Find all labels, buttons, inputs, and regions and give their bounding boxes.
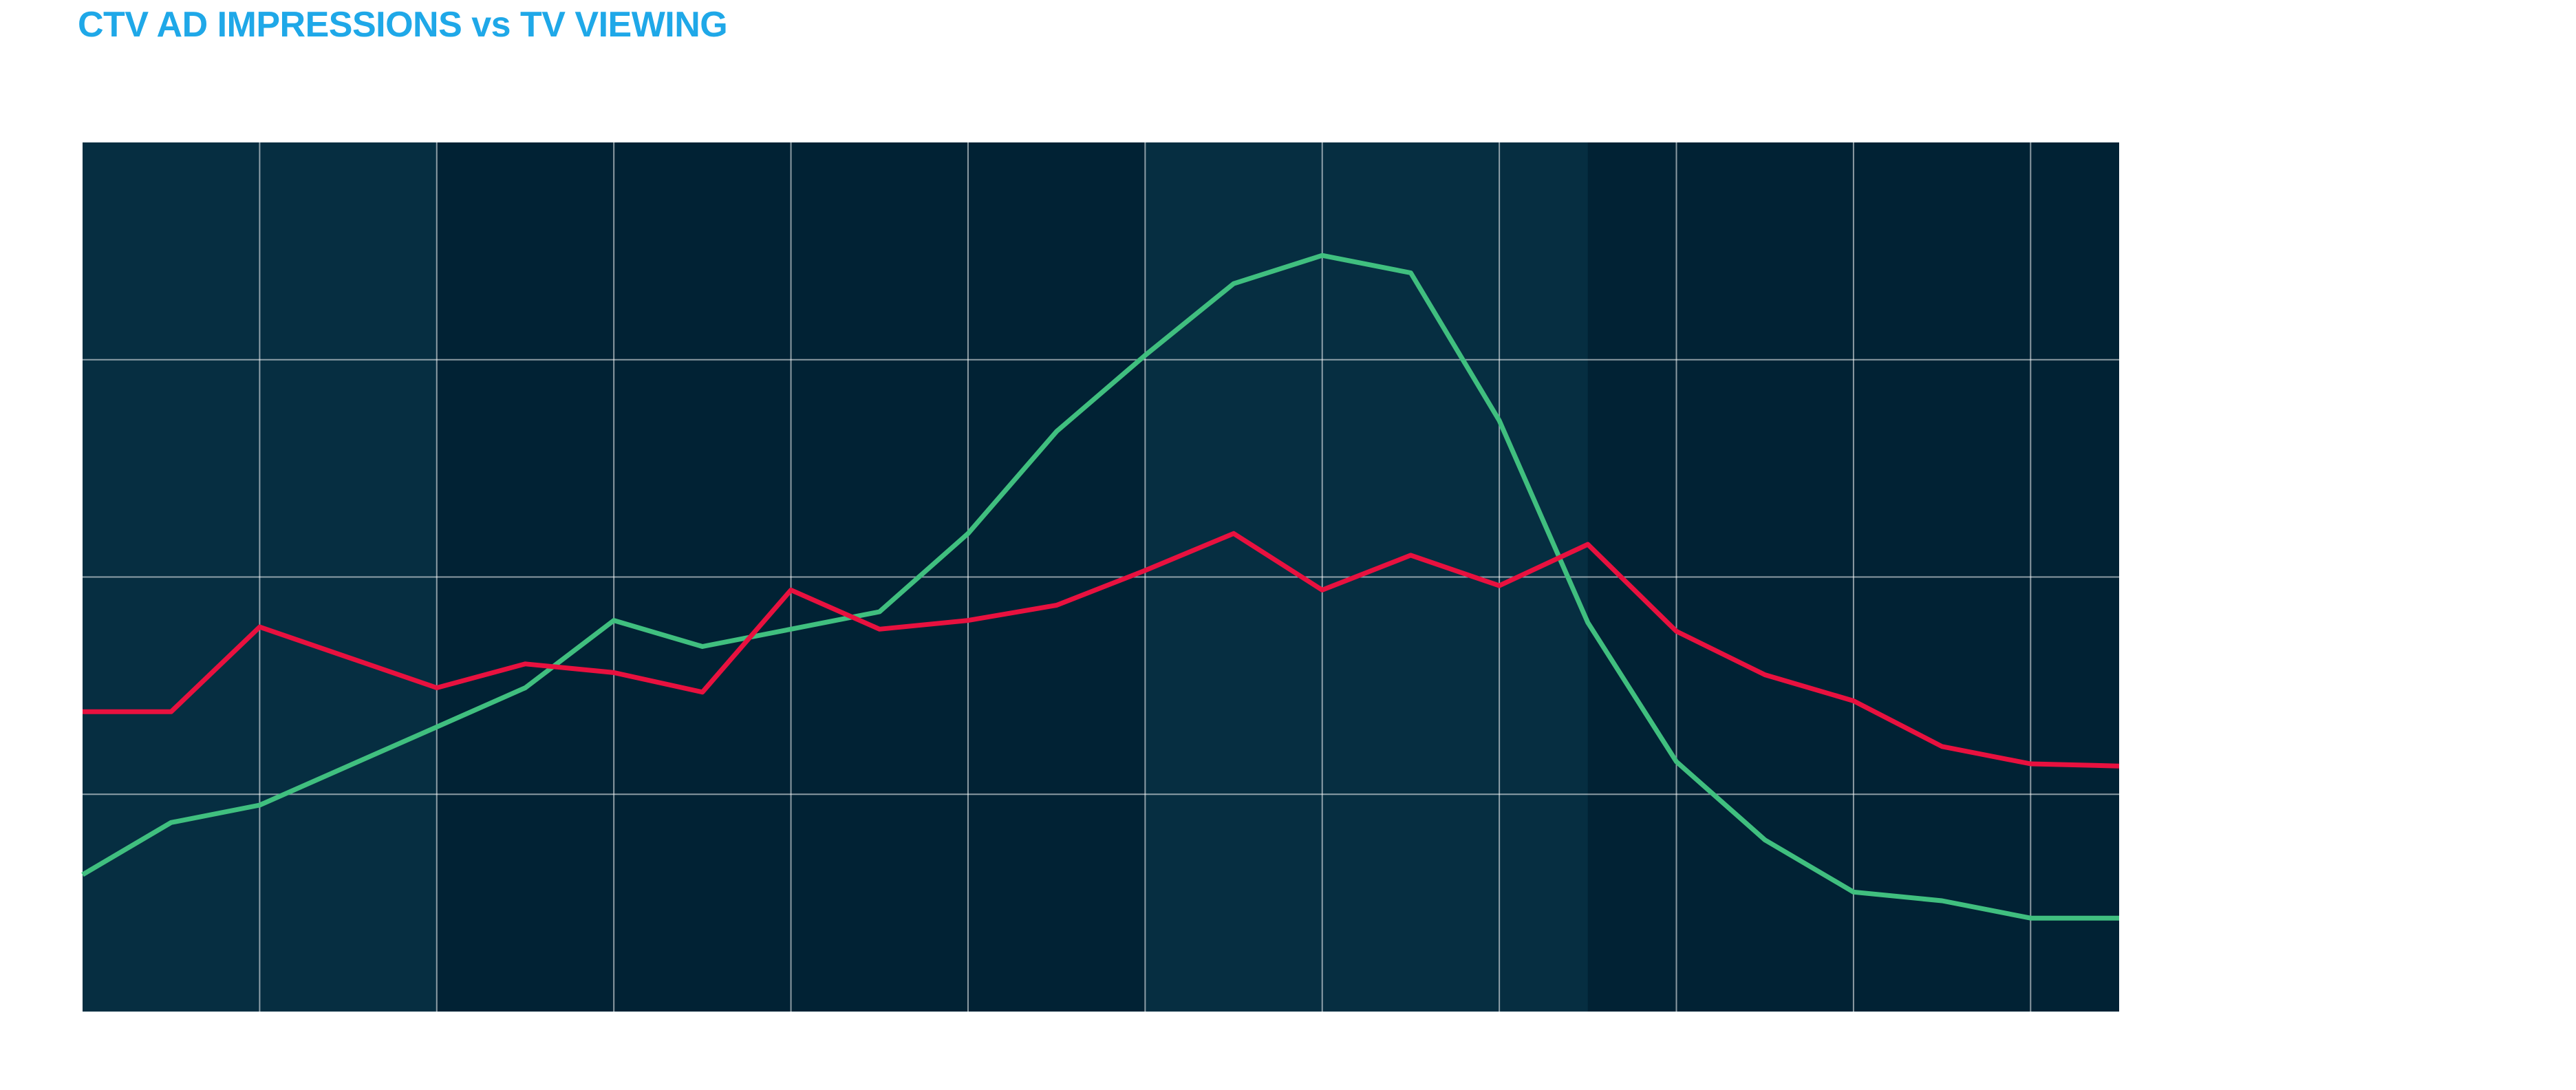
tv-viewing-line <box>83 531 2120 769</box>
ctv-impressions-line <box>81 253 2119 921</box>
chart-title: CTV AD IMPRESSIONS vs TV VIEWING <box>78 5 728 45</box>
